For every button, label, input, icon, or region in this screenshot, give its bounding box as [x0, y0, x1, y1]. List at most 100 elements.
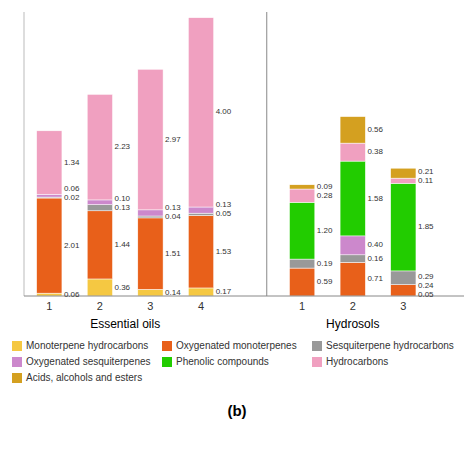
data-label: 0.21 — [418, 167, 434, 176]
bars — [37, 18, 416, 296]
bar-segment — [340, 161, 365, 236]
data-label: 0.14 — [165, 288, 181, 297]
bar-segment — [188, 18, 213, 207]
data-label: 0.10 — [115, 194, 131, 203]
chart: 0.062.010.020.061.340.361.440.130.102.23… — [0, 0, 474, 474]
legend-label: Acids, alcohols and esters — [26, 372, 142, 383]
legend-label: Phenolic compounds — [176, 356, 269, 367]
y-axis-line — [24, 12, 25, 296]
bar-segment — [290, 189, 315, 202]
bar-segment — [340, 236, 365, 255]
bar-segment — [290, 268, 315, 296]
bar-segment — [391, 183, 416, 271]
bar-segment — [87, 279, 112, 296]
data-label: 0.05 — [216, 209, 232, 218]
data-label: 0.06 — [64, 290, 80, 299]
x-tick-label: 2 — [350, 300, 356, 312]
x-tick-label: 1 — [46, 300, 52, 312]
legend-swatch — [12, 373, 22, 383]
data-label: 0.29 — [418, 272, 434, 281]
data-label: 0.24 — [418, 281, 434, 290]
data-label: 0.19 — [317, 259, 333, 268]
data-label: 0.28 — [317, 191, 333, 200]
bar-segment — [138, 289, 163, 296]
bar-segment — [391, 178, 416, 183]
x-axis-line — [24, 296, 464, 297]
group-separator — [266, 12, 267, 296]
legend-label: Sesquiterpene hydrocarbons — [326, 340, 454, 351]
data-label: 0.13 — [165, 203, 181, 212]
bar-segment — [391, 285, 416, 296]
annotation: 0.05 — [418, 290, 434, 299]
x-tick-label: 1 — [299, 300, 305, 312]
bar-segment — [37, 198, 62, 293]
group-label: Hydrosols — [326, 317, 379, 331]
data-label: 0.71 — [367, 274, 383, 283]
data-label: 1.58 — [367, 194, 383, 203]
bar-segment — [290, 185, 315, 189]
bar-segment — [138, 69, 163, 210]
x-tick-label: 2 — [97, 300, 103, 312]
data-label: 2.23 — [115, 142, 131, 151]
legend-label: Oxygenated sesquiterpenes — [26, 356, 151, 367]
legend-swatch — [312, 357, 322, 367]
data-label: 1.51 — [165, 249, 181, 258]
bar-segment — [138, 216, 163, 218]
legend-swatch — [162, 357, 172, 367]
bar-segment — [87, 94, 112, 200]
data-label: 1.20 — [317, 226, 333, 235]
bar-segment — [391, 271, 416, 285]
bar-segment — [87, 200, 112, 205]
data-label: 4.00 — [216, 107, 232, 116]
legend-label: Oxygenated monoterpenes — [176, 340, 297, 351]
bar-segment — [340, 262, 365, 296]
bar-segment — [188, 288, 213, 296]
data-label: 0.11 — [418, 176, 434, 185]
legend: Monoterpene hydrocarbons Oxygenated monot… — [12, 340, 454, 383]
data-label: 0.13 — [216, 200, 232, 209]
x-tick-label: 3 — [147, 300, 153, 312]
bar-segment — [37, 131, 62, 194]
data-labels: 0.062.010.020.061.340.361.440.130.102.23… — [64, 107, 434, 298]
data-label: 0.36 — [115, 283, 131, 292]
bar-segment — [391, 168, 416, 178]
bar-segment — [290, 202, 315, 259]
data-label: 1.85 — [418, 222, 434, 231]
data-label: 1.44 — [115, 240, 131, 249]
data-label: 0.56 — [367, 125, 383, 134]
bar-segment — [188, 213, 213, 215]
data-label: 2.97 — [165, 135, 181, 144]
bar-segment — [87, 211, 112, 279]
bar-segment — [188, 207, 213, 213]
title: (b) — [227, 402, 246, 419]
bar-segment — [138, 218, 163, 289]
x-tick-label: 3 — [400, 300, 406, 312]
x-tick-label: 4 — [198, 300, 204, 312]
data-label: 0.04 — [165, 212, 181, 221]
data-label: 0.17 — [216, 287, 232, 296]
legend-swatch — [162, 341, 172, 351]
data-label: 0.38 — [367, 147, 383, 156]
data-label: 1.53 — [216, 247, 232, 256]
data-label: 0.40 — [367, 240, 383, 249]
bar-segment — [188, 216, 213, 288]
bar-segment — [37, 194, 62, 197]
legend-swatch — [312, 341, 322, 351]
data-label: 0.09 — [317, 182, 333, 191]
bar-segment — [340, 117, 365, 144]
legend-label: Monoterpene hydrocarbons — [26, 340, 148, 351]
data-label: 0.16 — [367, 254, 383, 263]
data-label: 0.06 — [64, 184, 80, 193]
data-label: 0.13 — [115, 203, 131, 212]
group-label: Essential oils — [90, 317, 160, 331]
bar-segment — [290, 259, 315, 268]
data-label: 1.34 — [64, 158, 80, 167]
legend-swatch — [12, 357, 22, 367]
data-label: 0.02 — [64, 193, 80, 202]
data-label: 2.01 — [64, 241, 80, 250]
bar-segment — [87, 205, 112, 211]
data-label: 0.59 — [317, 277, 333, 286]
bar-segment — [138, 210, 163, 216]
bar-segment — [340, 255, 365, 263]
legend-label: Hydrocarbons — [326, 356, 388, 367]
